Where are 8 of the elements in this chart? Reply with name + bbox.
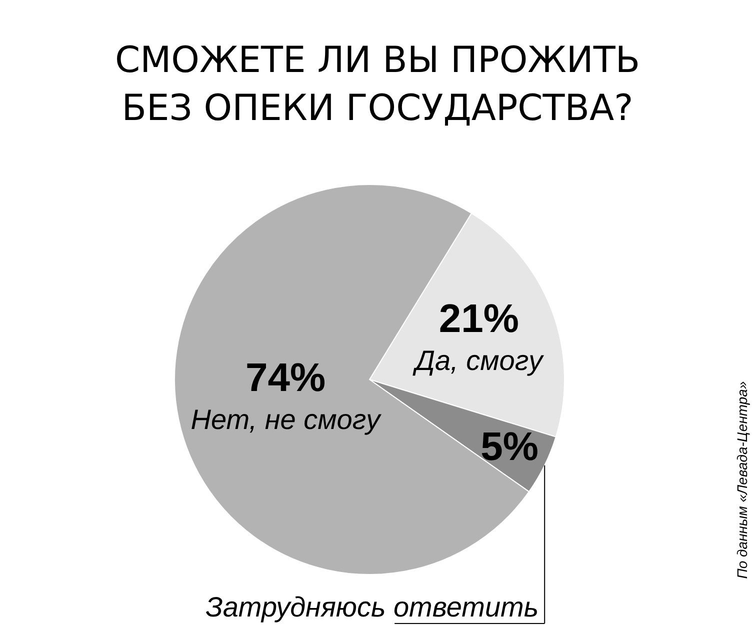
slice-label: Да, смогу: [412, 345, 545, 376]
data-label: 74%: [245, 356, 326, 400]
text: По данным «Левада-Центра»: [734, 381, 750, 579]
data-label: 5%: [480, 425, 538, 470]
chart-title: СМОЖЕТЕ ЛИ ВЫ ПРОЖИТЬ БЕЗ ОПЕКИ ГОСУДАРСТВА?: [114, 40, 640, 129]
slice-label: Нет, не смогу: [190, 404, 382, 435]
slice-label: Затрудняюсь ответить: [206, 592, 539, 622]
data-label: 21%: [438, 297, 519, 342]
